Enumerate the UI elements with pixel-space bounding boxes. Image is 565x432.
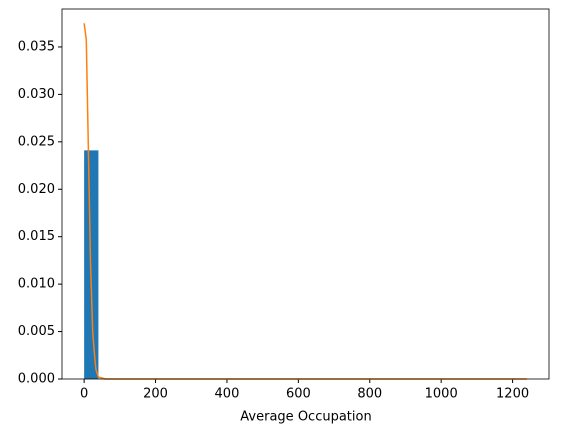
x-tick-label: 800 xyxy=(357,387,382,402)
y-tick-label: 0.030 xyxy=(18,87,55,102)
x-tick-label: 1200 xyxy=(496,387,529,402)
x-tick-label: 400 xyxy=(215,387,240,402)
y-tick-label: 0.000 xyxy=(18,372,55,387)
density-line xyxy=(83,23,527,380)
axes-frame xyxy=(61,8,550,380)
y-tick-label: 0.035 xyxy=(18,39,55,54)
y-tick-label: 0.010 xyxy=(18,277,55,292)
x-axis-label: Average Occupation xyxy=(240,410,371,425)
x-tick-label: 200 xyxy=(143,387,168,402)
y-tick-label: 0.025 xyxy=(18,134,55,149)
y-tick-label: 0.015 xyxy=(18,229,55,244)
x-tick-label: 0 xyxy=(80,387,88,402)
y-tick-label: 0.005 xyxy=(18,324,55,339)
x-tick-label: 1000 xyxy=(425,387,458,402)
x-tick-label: 600 xyxy=(286,387,311,402)
y-tick-label: 0.020 xyxy=(18,182,55,197)
